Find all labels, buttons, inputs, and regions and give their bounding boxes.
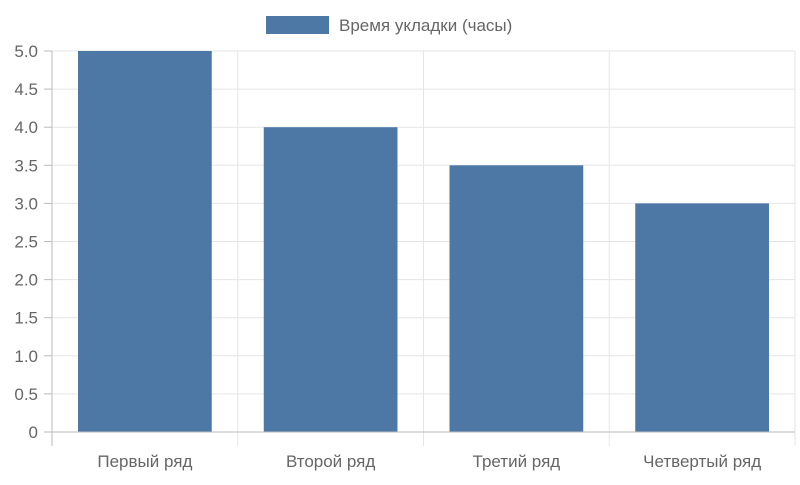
x-tick-label: Третий ряд bbox=[473, 452, 561, 471]
y-tick-label: 0 bbox=[29, 423, 38, 442]
bar bbox=[78, 51, 212, 432]
y-tick-label: 4.5 bbox=[14, 80, 38, 99]
y-tick-label: 1.5 bbox=[14, 309, 38, 328]
legend-swatch bbox=[266, 16, 329, 34]
y-tick-label: 3.5 bbox=[14, 156, 38, 175]
legend[interactable]: Время укладки (часы) bbox=[266, 16, 512, 35]
y-tick-label: 1.0 bbox=[14, 347, 38, 366]
axes: 0 0.5 1.0 1.5 2.0 2.5 3.0 3.5 4.0 4.5 5.0 Первый ря… bbox=[14, 42, 795, 471]
bar bbox=[263, 127, 398, 432]
y-tick-label: 2.5 bbox=[14, 233, 38, 252]
y-tick-label: 5.0 bbox=[14, 42, 38, 61]
bars bbox=[78, 51, 769, 433]
bar bbox=[449, 165, 584, 433]
y-tick-label: 4.0 bbox=[14, 118, 38, 137]
bar bbox=[635, 203, 769, 432]
x-tick-label: Второй ряд bbox=[286, 452, 375, 471]
x-tick-label: Четвертый ряд bbox=[643, 452, 761, 471]
y-tick-label: 0.5 bbox=[14, 385, 38, 404]
y-tick-label: 3.0 bbox=[14, 194, 38, 213]
x-tick-label: Первый ряд bbox=[97, 452, 192, 471]
legend-label: Время укладки (часы) bbox=[339, 16, 512, 35]
y-tick-label: 2.0 bbox=[14, 271, 38, 290]
